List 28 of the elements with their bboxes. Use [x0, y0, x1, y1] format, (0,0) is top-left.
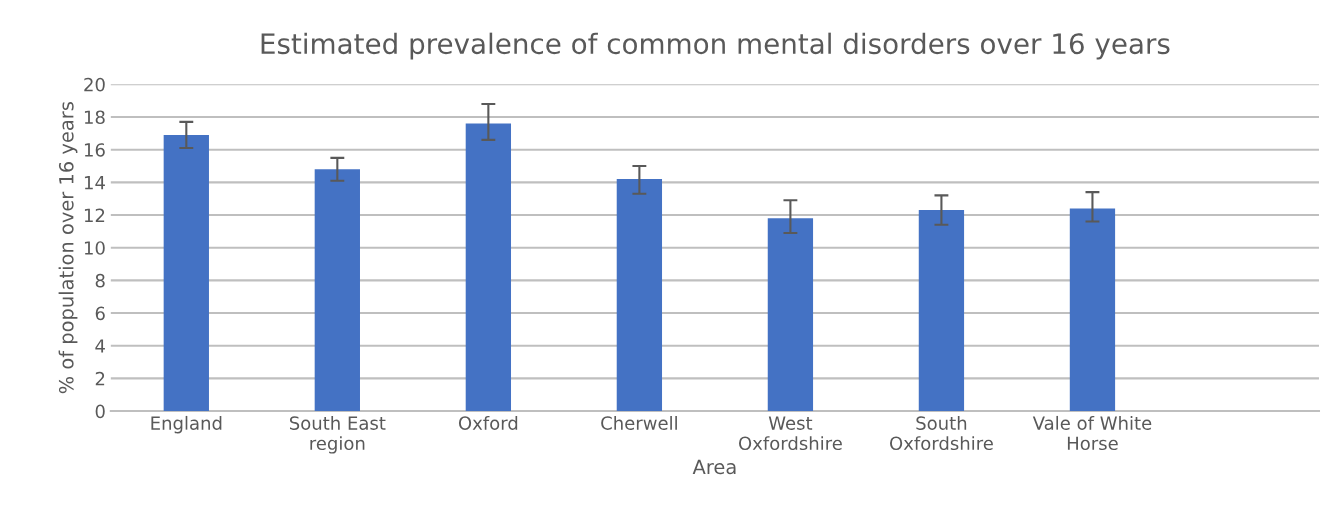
bar: [767, 218, 814, 412]
y-tick-label: 16: [84, 143, 105, 157]
y-tick-label: 12: [84, 208, 105, 222]
x-tick-label: West Oxfordshire: [738, 416, 842, 451]
y-tick-label: 20: [84, 77, 105, 92]
x-tick-label: Cherwell: [601, 415, 677, 430]
x-tick-label: South Oxfordshire: [890, 415, 993, 451]
x-tick-label: Vale of White Horse: [1032, 415, 1152, 451]
y-tick-label: 0: [95, 404, 105, 419]
x-axis-title: Area: [692, 459, 736, 475]
y-axis-title: % of population over 16 years: [58, 102, 78, 394]
y-tick-label: 6: [95, 306, 105, 321]
y-tick-label: 8: [95, 273, 105, 288]
bar: [918, 210, 965, 412]
y-tick-label: 10: [84, 241, 105, 255]
x-tick-label: South East region: [289, 415, 386, 454]
bar: [465, 123, 512, 412]
y-tick-label: 2: [95, 371, 105, 386]
bar: [314, 169, 360, 412]
bar: [1069, 208, 1116, 412]
y-tick-label: 14: [84, 176, 105, 190]
bar: [163, 134, 209, 412]
bar: [616, 179, 663, 412]
x-tick-label: Oxford: [458, 415, 518, 430]
chart-title: Estimated prevalence of common mental disorders over 16 years: [261, 32, 1170, 60]
y-tick-label: 18: [84, 110, 105, 125]
x-tick-label: England: [151, 415, 222, 434]
y-tick-label: 4: [95, 339, 105, 353]
